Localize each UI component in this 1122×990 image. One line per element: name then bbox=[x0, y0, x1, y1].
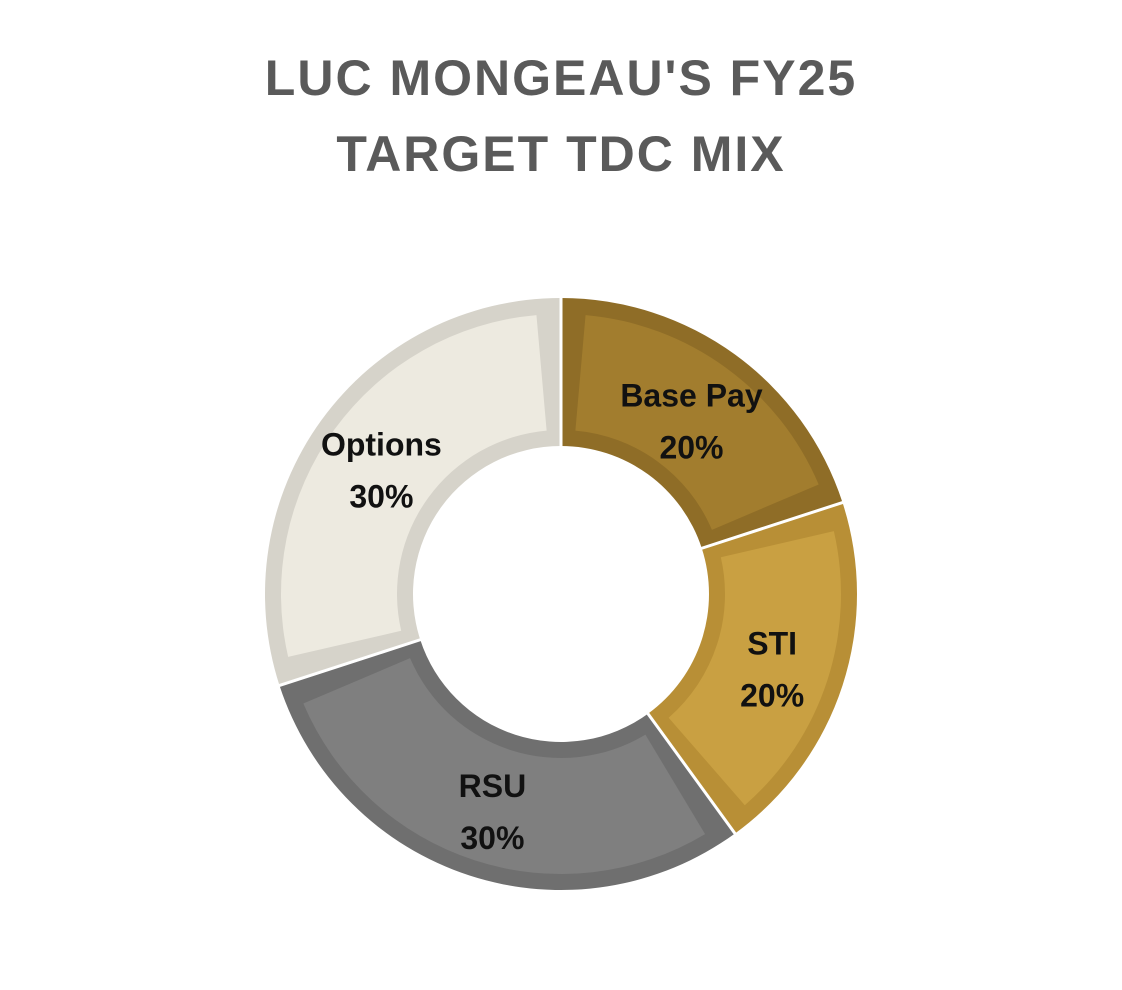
chart-title-line-2: TARGET TDC MIX bbox=[336, 126, 786, 182]
chart-title: LUC MONGEAU'S FY25 TARGET TDC MIX bbox=[0, 40, 1122, 192]
slice-value-options: 30% bbox=[349, 479, 413, 515]
slice-options bbox=[280, 315, 547, 657]
chart-title-line-1: LUC MONGEAU'S FY25 bbox=[264, 50, 858, 106]
slice-value-sti: 20% bbox=[740, 678, 804, 714]
slice-label-base-pay: Base Pay bbox=[620, 377, 763, 413]
slice-value-rsu: 30% bbox=[460, 820, 524, 856]
slice-divider bbox=[645, 711, 738, 836]
slice-rsu bbox=[303, 658, 706, 874]
slice-divider bbox=[277, 637, 423, 688]
slice-label-sti: STI bbox=[747, 626, 797, 662]
slice-sti bbox=[668, 531, 841, 806]
slice-label-rsu: RSU bbox=[459, 768, 527, 804]
slice-label-options: Options bbox=[321, 427, 442, 463]
slice-value-base-pay: 20% bbox=[659, 429, 723, 465]
slice-divider bbox=[699, 500, 845, 551]
slice-base-pay bbox=[575, 315, 819, 530]
